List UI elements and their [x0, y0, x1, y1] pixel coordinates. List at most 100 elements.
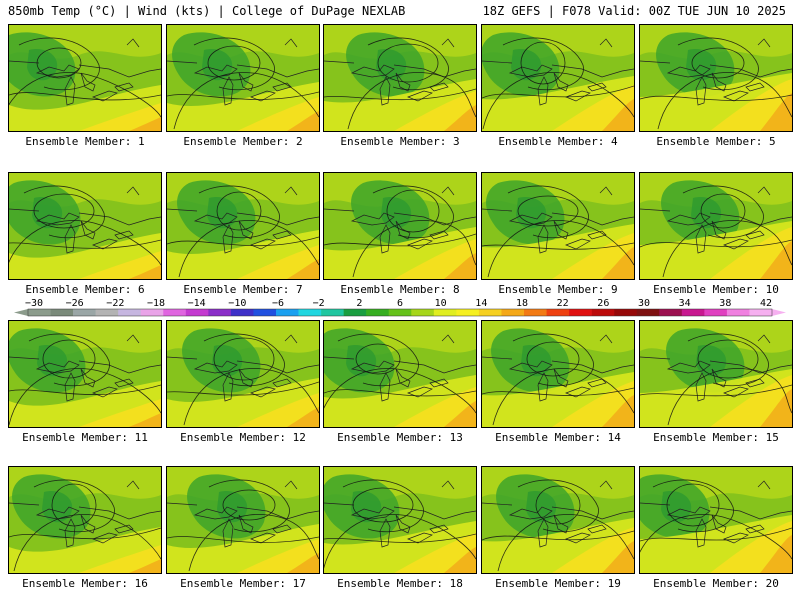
colorbar-tick-label: −22 — [106, 298, 125, 309]
ensemble-member-panel: Ensemble Member: 13 — [323, 320, 477, 444]
ensemble-member-label: Ensemble Member: 14 — [495, 431, 621, 444]
ensemble-member-map — [8, 466, 162, 574]
colorbar-swatch — [366, 309, 390, 316]
ensemble-member-panel: Ensemble Member: 7 — [166, 172, 320, 296]
ensemble-member-label: Ensemble Member: 4 — [498, 135, 618, 148]
ensemble-member-map — [166, 172, 320, 280]
colorbar-tick-label: 14 — [475, 298, 488, 309]
colorbar-swatch — [343, 309, 367, 316]
ensemble-member-label: Ensemble Member: 17 — [180, 577, 306, 590]
ensemble-member-panel: Ensemble Member: 19 — [481, 466, 635, 590]
ensemble-member-map — [481, 320, 635, 428]
ensemble-member-map — [639, 320, 793, 428]
ensemble-member-map — [481, 466, 635, 574]
ensemble-member-panel: Ensemble Member: 18 — [323, 466, 477, 590]
colorbar-swatch — [411, 309, 435, 316]
colorbar-swatch — [73, 309, 96, 316]
ensemble-member-label: Ensemble Member: 9 — [498, 283, 618, 296]
ensemble-member-map — [166, 24, 320, 132]
ensemble-member-map — [481, 24, 635, 132]
ensemble-member-label: Ensemble Member: 12 — [180, 431, 306, 444]
ensemble-member-map — [8, 172, 162, 280]
ensemble-member-label: Ensemble Member: 18 — [337, 577, 463, 590]
ensemble-member-label: Ensemble Member: 2 — [183, 135, 303, 148]
colorbar-swatch — [321, 309, 344, 316]
colorbar-tick-label: −10 — [228, 298, 247, 309]
colorbar-swatch — [591, 309, 615, 316]
colorbar-tick-label: 22 — [556, 298, 569, 309]
ensemble-member-map — [323, 320, 477, 428]
colorbar-swatch — [140, 309, 164, 316]
ensemble-member-panel: Ensemble Member: 9 — [481, 172, 635, 296]
ensemble-member-label: Ensemble Member: 6 — [25, 283, 145, 296]
colorbar-tick-label: −18 — [146, 298, 166, 309]
ensemble-member-map — [8, 320, 162, 428]
colorbar-swatch — [118, 309, 142, 316]
colorbar-tick-label: −30 — [24, 298, 44, 309]
colorbar-tick-label: 30 — [637, 298, 651, 309]
ensemble-member-panel: Ensemble Member: 8 — [323, 172, 477, 296]
ensemble-member-panel: Ensemble Member: 4 — [481, 24, 635, 148]
colorbar-max-arrow — [772, 309, 786, 316]
colorbar-min-arrow — [14, 309, 28, 316]
ensemble-member-map — [8, 24, 162, 132]
ensemble-member-map — [639, 466, 793, 574]
ensemble-member-panel: Ensemble Member: 15 — [639, 320, 793, 444]
colorbar-swatch — [388, 309, 412, 316]
colorbar-swatch — [185, 309, 209, 316]
ensemble-member-panel: Ensemble Member: 6 — [8, 172, 162, 296]
colorbar-tick-label: 2 — [356, 298, 363, 309]
colorbar-tick-label: 6 — [396, 298, 404, 309]
ensemble-member-label: Ensemble Member: 19 — [495, 577, 621, 590]
model-run-info: 18Z GEFS | F078 Valid: 00Z TUE JUN 10 20… — [482, 4, 786, 18]
ensemble-member-map — [166, 320, 320, 428]
ensemble-member-label: Ensemble Member: 8 — [340, 283, 460, 296]
colorbar-tick-label: −14 — [187, 298, 206, 309]
colorbar-swatch — [208, 309, 232, 316]
ensemble-member-panel: Ensemble Member: 10 — [639, 172, 793, 296]
colorbar-swatch — [569, 309, 592, 316]
ensemble-member-map — [639, 24, 793, 132]
colorbar-swatch — [704, 309, 728, 316]
colorbar-swatch — [636, 309, 660, 316]
ensemble-member-map — [323, 466, 477, 574]
colorbar-swatch — [749, 309, 773, 316]
ensemble-member-panel: Ensemble Member: 16 — [8, 466, 162, 590]
ensemble-member-map — [323, 172, 477, 280]
colorbar-swatch — [253, 309, 277, 316]
colorbar-swatch — [28, 309, 51, 316]
ensemble-member-label: Ensemble Member: 5 — [656, 135, 776, 148]
ensemble-member-label: Ensemble Member: 10 — [653, 283, 779, 296]
temperature-colorbar — [14, 308, 786, 317]
chart-title: 850mb Temp (°C) | Wind (kts) | College o… — [8, 4, 406, 18]
ensemble-member-map — [481, 172, 635, 280]
ensemble-member-panel: Ensemble Member: 5 — [639, 24, 793, 148]
ensemble-member-map — [166, 466, 320, 574]
ensemble-member-panel: Ensemble Member: 12 — [166, 320, 320, 444]
colorbar-swatch — [524, 309, 547, 316]
ensemble-member-panel: Ensemble Member: 3 — [323, 24, 477, 148]
colorbar-swatch — [681, 309, 705, 316]
colorbar-swatch — [456, 309, 480, 316]
ensemble-member-label: Ensemble Member: 16 — [22, 577, 148, 590]
ensemble-member-label: Ensemble Member: 13 — [337, 431, 463, 444]
ensemble-member-panel: Ensemble Member: 14 — [481, 320, 635, 444]
colorbar-tick-label: 38 — [719, 298, 732, 309]
colorbar-tick-label: −6 — [271, 298, 285, 309]
colorbar-swatch — [478, 309, 502, 316]
colorbar-swatch — [276, 309, 299, 316]
colorbar-swatch — [230, 309, 254, 316]
ensemble-member-label: Ensemble Member: 15 — [653, 431, 779, 444]
ensemble-member-panel: Ensemble Member: 20 — [639, 466, 793, 590]
colorbar-tick-label: 10 — [434, 298, 447, 309]
ensemble-member-label: Ensemble Member: 3 — [340, 135, 460, 148]
ensemble-member-panel: Ensemble Member: 11 — [8, 320, 162, 444]
ensemble-member-panel: Ensemble Member: 1 — [8, 24, 162, 148]
colorbar-swatch — [501, 309, 525, 316]
colorbar-swatch — [659, 309, 683, 316]
colorbar-swatch — [95, 309, 119, 316]
ensemble-member-label: Ensemble Member: 20 — [653, 577, 779, 590]
colorbar-swatch — [433, 309, 457, 316]
colorbar-tick-label: 34 — [678, 298, 691, 309]
colorbar-tick-label: 18 — [515, 298, 529, 309]
